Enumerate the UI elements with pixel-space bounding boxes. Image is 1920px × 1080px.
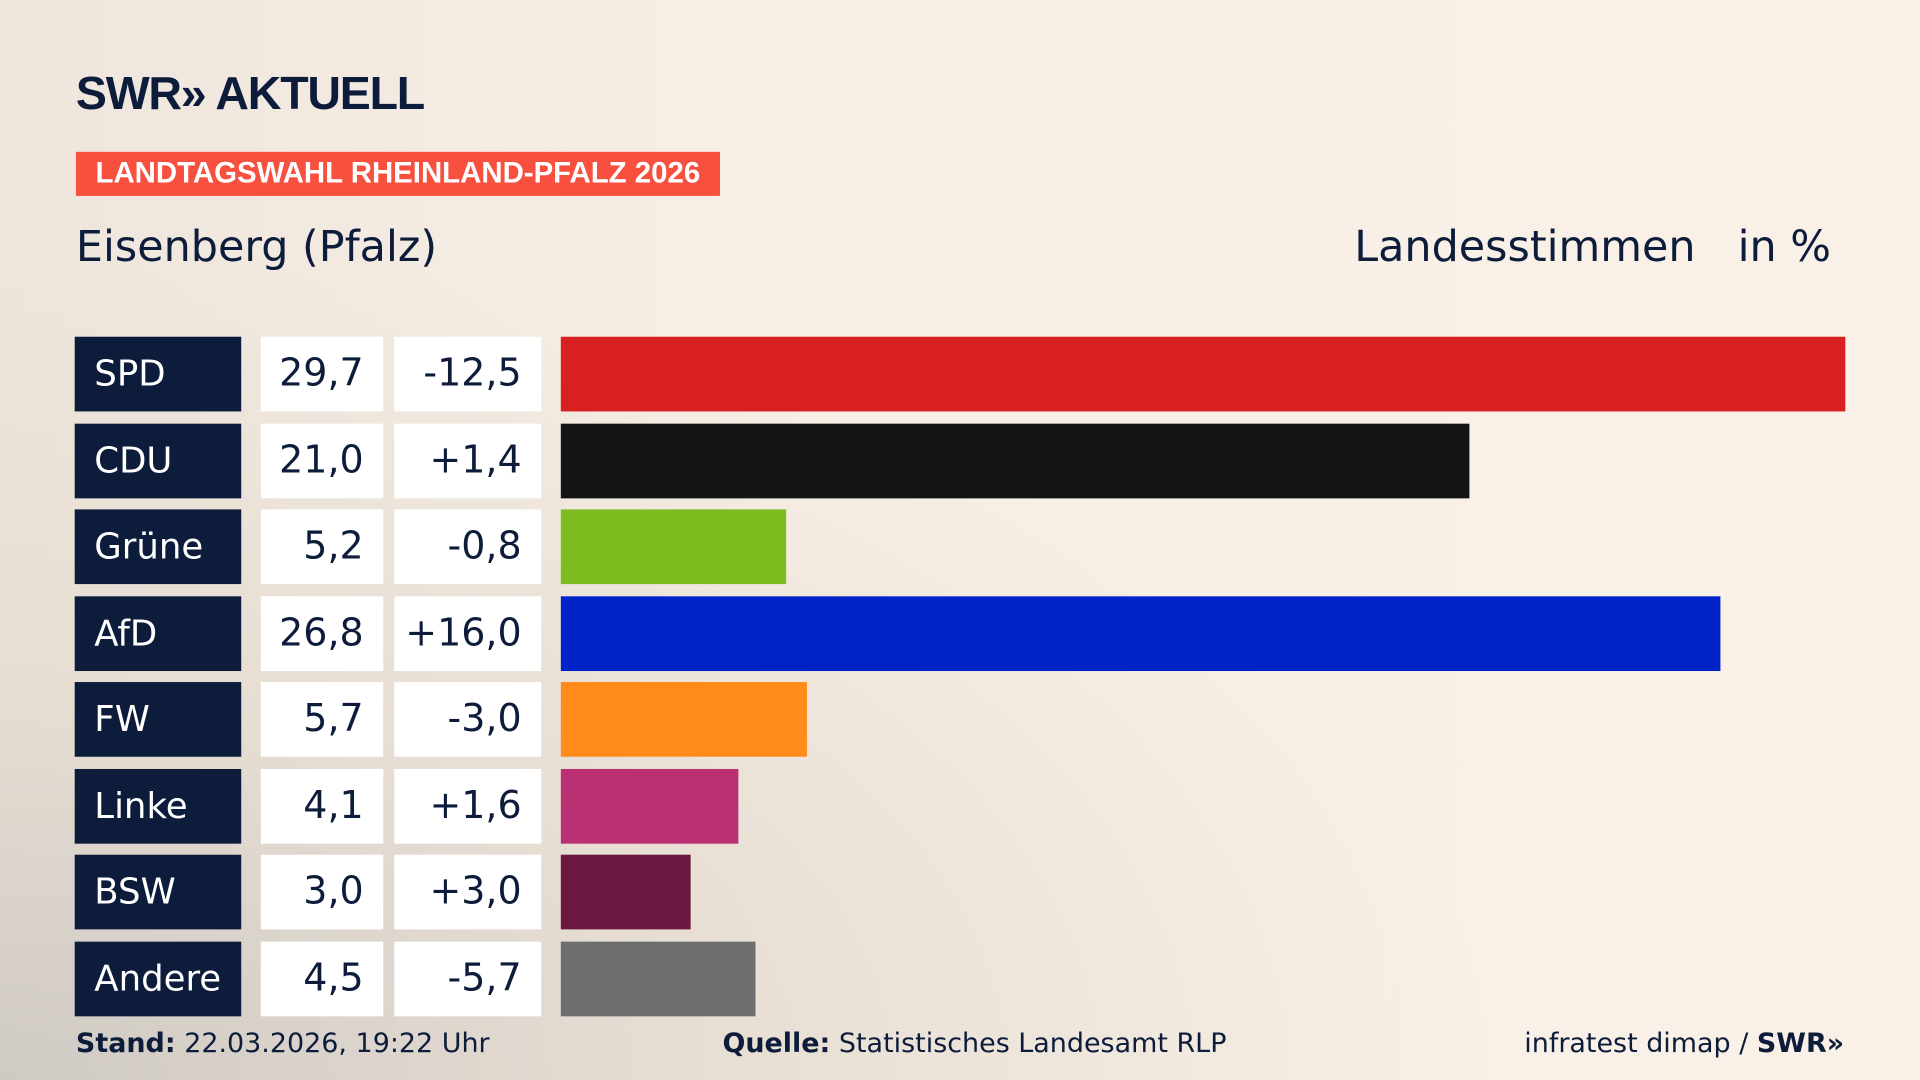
- change-label: -0,8: [394, 509, 542, 585]
- value-label: 4,5: [260, 941, 384, 1016]
- credit: infratest dimap / SWR»: [1524, 1029, 1844, 1060]
- change-label: -3,0: [394, 682, 542, 757]
- party-label: Andere: [74, 941, 242, 1016]
- bar-linke: [560, 768, 739, 844]
- swr-aktuell-logo: SWR» AKTUELL: [75, 68, 425, 121]
- source-value: Statistisches Landesamt RLP: [838, 1028, 1227, 1060]
- value-label: 21,0: [260, 423, 384, 498]
- change-label: -12,5: [394, 336, 542, 412]
- party-label: BSW: [74, 854, 242, 930]
- bar-andere: [560, 941, 756, 1016]
- bar-spd: [560, 336, 1846, 412]
- change-label: +3,0: [394, 854, 542, 930]
- change-label: -5,7: [394, 941, 542, 1016]
- election-tag: LANDTAGSWAHL RHEINLAND-PFALZ 2026: [75, 151, 720, 196]
- party-label: Linke: [74, 768, 242, 844]
- value-label: 26,8: [260, 595, 384, 671]
- credit-text: infratest dimap /: [1524, 1028, 1757, 1060]
- unit-label: in %: [1737, 222, 1831, 272]
- value-label: 5,7: [260, 682, 384, 757]
- source: Quelle: Statistisches Landesamt RLP: [722, 1029, 1226, 1060]
- source-label: Quelle:: [722, 1028, 831, 1060]
- change-label: +16,0: [394, 595, 542, 671]
- bar-fw: [560, 682, 808, 757]
- bar-grüne: [560, 509, 786, 585]
- party-label: AfD: [74, 595, 242, 671]
- timestamp: Stand: 22.03.2026, 19:22 Uhr: [76, 1029, 490, 1060]
- bar-afd: [560, 595, 1720, 671]
- party-label: FW: [74, 682, 242, 757]
- value-label: 5,2: [260, 509, 384, 585]
- party-label: Grüne: [74, 509, 242, 585]
- value-label: 29,7: [260, 336, 384, 412]
- change-label: +1,4: [394, 423, 542, 498]
- party-label: CDU: [74, 423, 242, 498]
- swr-logo: SWR»: [1756, 1028, 1845, 1060]
- location-title: Eisenberg (Pfalz): [75, 222, 438, 272]
- bar-bsw: [560, 854, 691, 930]
- bar-cdu: [560, 423, 1470, 498]
- party-label: SPD: [74, 336, 242, 412]
- value-label: 4,1: [260, 768, 384, 844]
- change-label: +1,6: [394, 768, 542, 844]
- stand-value: 22.03.2026, 19:22 Uhr: [184, 1028, 490, 1060]
- stand-label: Stand:: [75, 1028, 176, 1060]
- value-label: 3,0: [260, 854, 384, 930]
- vote-type-label: Landesstimmen: [1354, 222, 1696, 272]
